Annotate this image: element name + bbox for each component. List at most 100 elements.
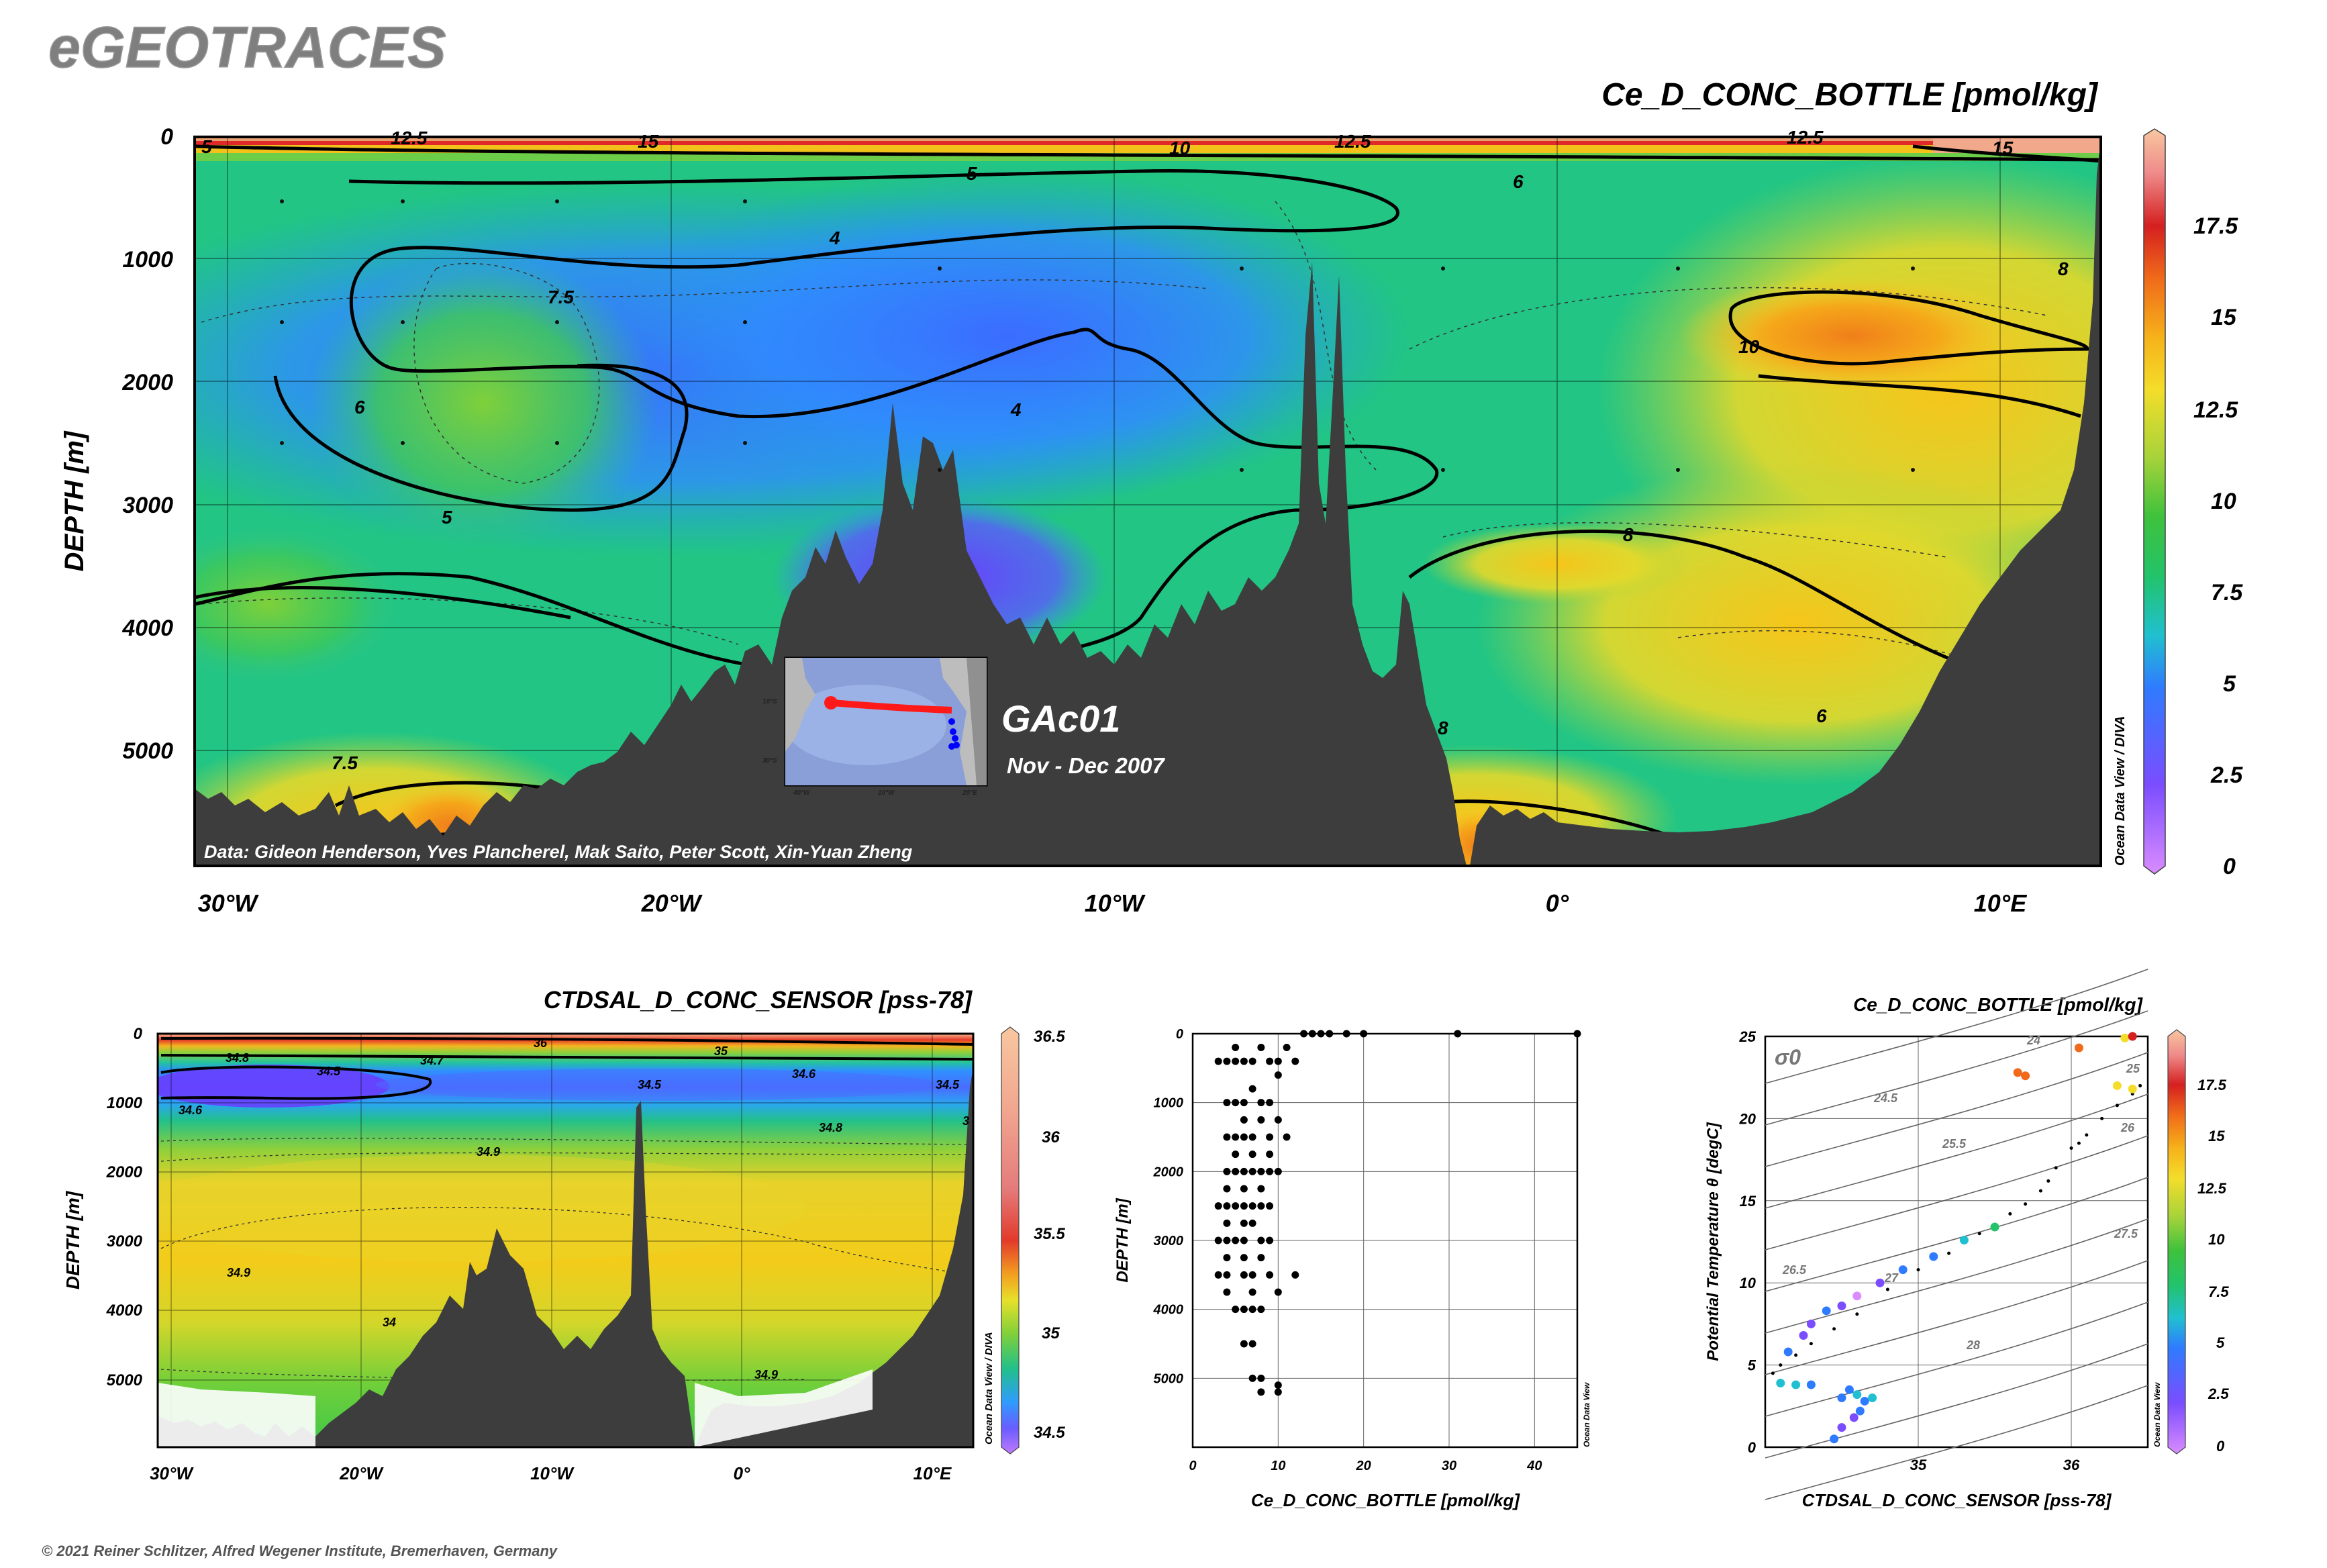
profile-point — [1248, 1219, 1256, 1227]
profile-point — [1214, 1202, 1222, 1210]
profile-point — [1342, 1030, 1350, 1038]
main-xtick: 10°E — [1974, 889, 2027, 917]
main-contour-label: 12.5 — [1334, 131, 1371, 152]
profile-point — [1274, 1167, 1282, 1175]
profile-point — [1232, 1167, 1240, 1175]
ts-colorbar-tick: 15 — [2208, 1128, 2225, 1144]
sal-xtick: 30°W — [150, 1463, 194, 1483]
ts-colorbar-tick: 5 — [2216, 1334, 2225, 1351]
ts-point — [1791, 1380, 1801, 1389]
main-frame — [193, 136, 2102, 867]
profile-point — [1257, 1374, 1265, 1382]
profile-point — [1240, 1133, 1248, 1141]
sal-title: CTDSAL_D_CONC_SENSOR [pss-78] — [544, 986, 973, 1014]
cruise-inset-map: 40°W 10°W 20°E 10°S 30°S — [762, 656, 988, 797]
ts-point — [2128, 1032, 2137, 1041]
ts-colorbar-tick: 7.5 — [2208, 1283, 2229, 1300]
ts-ytick: 10 — [1740, 1275, 1756, 1291]
ts-colorbar-tick: 12.5 — [2197, 1180, 2227, 1197]
sal-frame — [156, 1032, 975, 1449]
ts-point-black — [2085, 1133, 2089, 1137]
inset-lon-label: 10°W — [878, 789, 895, 797]
ts-density-label: 24 — [2026, 1034, 2040, 1047]
main-contour-label: 15 — [1992, 138, 2014, 158]
main-contour-label: 12.5 — [1787, 127, 1824, 148]
profile-point — [1240, 1116, 1248, 1124]
sal-colorbar-tick: 35.5 — [1034, 1225, 1065, 1243]
main-xtick: 0° — [1546, 889, 1569, 917]
ts-point — [1806, 1319, 1816, 1328]
ts-point — [1837, 1423, 1846, 1432]
copyright-footer: © 2021 Reiner Schlitzer, Alfred Wegener … — [42, 1542, 558, 1559]
sal-side-label: Ocean Data View / DIVA — [983, 1332, 995, 1444]
inset-lat-label: 10°S — [762, 698, 777, 705]
profile-point — [1266, 1150, 1274, 1159]
sal-colorbar-tick: 35 — [1042, 1324, 1060, 1342]
profile-ytick: 5000 — [1154, 1371, 1184, 1386]
ts-point — [2112, 1081, 2122, 1090]
profile-point — [1240, 1219, 1248, 1227]
profile-point — [1274, 1057, 1282, 1065]
profile-point — [1232, 1044, 1240, 1052]
ts-ytick: 20 — [1739, 1110, 1756, 1127]
profile-point — [1223, 1236, 1231, 1244]
sal-xtick: 0° — [734, 1463, 750, 1483]
sal-contour-label: 34.6 — [792, 1067, 816, 1081]
ts-colorbar-tick: 10 — [2208, 1231, 2225, 1248]
ts-colorbar-tick: 2.5 — [2208, 1385, 2229, 1402]
ts-point-black — [2077, 1141, 2081, 1145]
main-section-plot: Ce_D_CONC_BOTTLE [pmol/kg] — [60, 77, 2243, 917]
profile-point — [1317, 1030, 1325, 1038]
profile-point — [1274, 1116, 1282, 1124]
ts-point-black — [1947, 1251, 1951, 1255]
profile-point — [1232, 1150, 1240, 1159]
sal-contour-label: 34.9 — [227, 1266, 250, 1279]
main-xtick: 20°W — [641, 889, 703, 917]
sal-ytick: 0 — [134, 1025, 143, 1043]
main-colorbar-tick: 17.5 — [2193, 213, 2238, 239]
profile-point — [1223, 1254, 1231, 1262]
profile-point — [1274, 1381, 1282, 1389]
ts-density-label: 27 — [1884, 1271, 1899, 1285]
ts-ytick: 15 — [1740, 1193, 1756, 1210]
ts-point — [1783, 1347, 1793, 1357]
ts-point-black — [1832, 1327, 1836, 1331]
main-contour-label: 12.5 — [391, 128, 428, 148]
ts-point-black — [1794, 1353, 1798, 1357]
sal-xtick: 10°W — [530, 1463, 575, 1483]
profile-point — [1283, 1133, 1291, 1141]
inset-lon-label: 40°W — [793, 789, 811, 797]
main-ytick: 1000 — [122, 247, 173, 273]
profile-point — [1248, 1340, 1256, 1348]
ts-isopycnal — [1765, 1218, 2148, 1334]
salinity-section-plot: CTDSAL_D_CONC_SENSOR [pss-78] — [62, 986, 1065, 1483]
profile-ytick: 4000 — [1153, 1303, 1184, 1318]
ts-isopycnal — [1765, 969, 2148, 1084]
profile-point — [1223, 1202, 1231, 1210]
main-seafloor — [195, 141, 2101, 866]
sal-ytick: 3000 — [107, 1232, 143, 1251]
profile-point — [1573, 1030, 1581, 1038]
ts-point-black — [2008, 1212, 2012, 1216]
ts-density-label: 25.5 — [1942, 1137, 1967, 1150]
ts-point — [1959, 1236, 1969, 1245]
profile-point — [1248, 1057, 1256, 1065]
profile-point — [1274, 1071, 1282, 1079]
sal-contour-label: 34.8 — [819, 1121, 842, 1134]
main-contour-label: 7.5 — [548, 287, 574, 307]
ts-point — [1852, 1390, 1862, 1400]
ts-xtick: 36 — [2063, 1457, 2080, 1473]
profile-side-label: Ocean Data View — [1582, 1382, 1591, 1447]
cruise-name: GAc01 — [1001, 697, 1120, 740]
profile-xtick: 20 — [1356, 1459, 1371, 1473]
ts-ytick: 0 — [1748, 1439, 1756, 1456]
ts-side-label: Ocean Data View — [2152, 1382, 2162, 1447]
profile-ylabel: DEPTH [m] — [1113, 1197, 1132, 1282]
ts-density-label: 26 — [2120, 1121, 2135, 1134]
profile-point — [1257, 1306, 1265, 1314]
profile-point — [1223, 1099, 1231, 1107]
brand-title: eGEOTRACES — [48, 15, 446, 80]
ts-point-black — [1779, 1363, 1783, 1367]
main-colorbar-tick: 2.5 — [2210, 763, 2243, 788]
